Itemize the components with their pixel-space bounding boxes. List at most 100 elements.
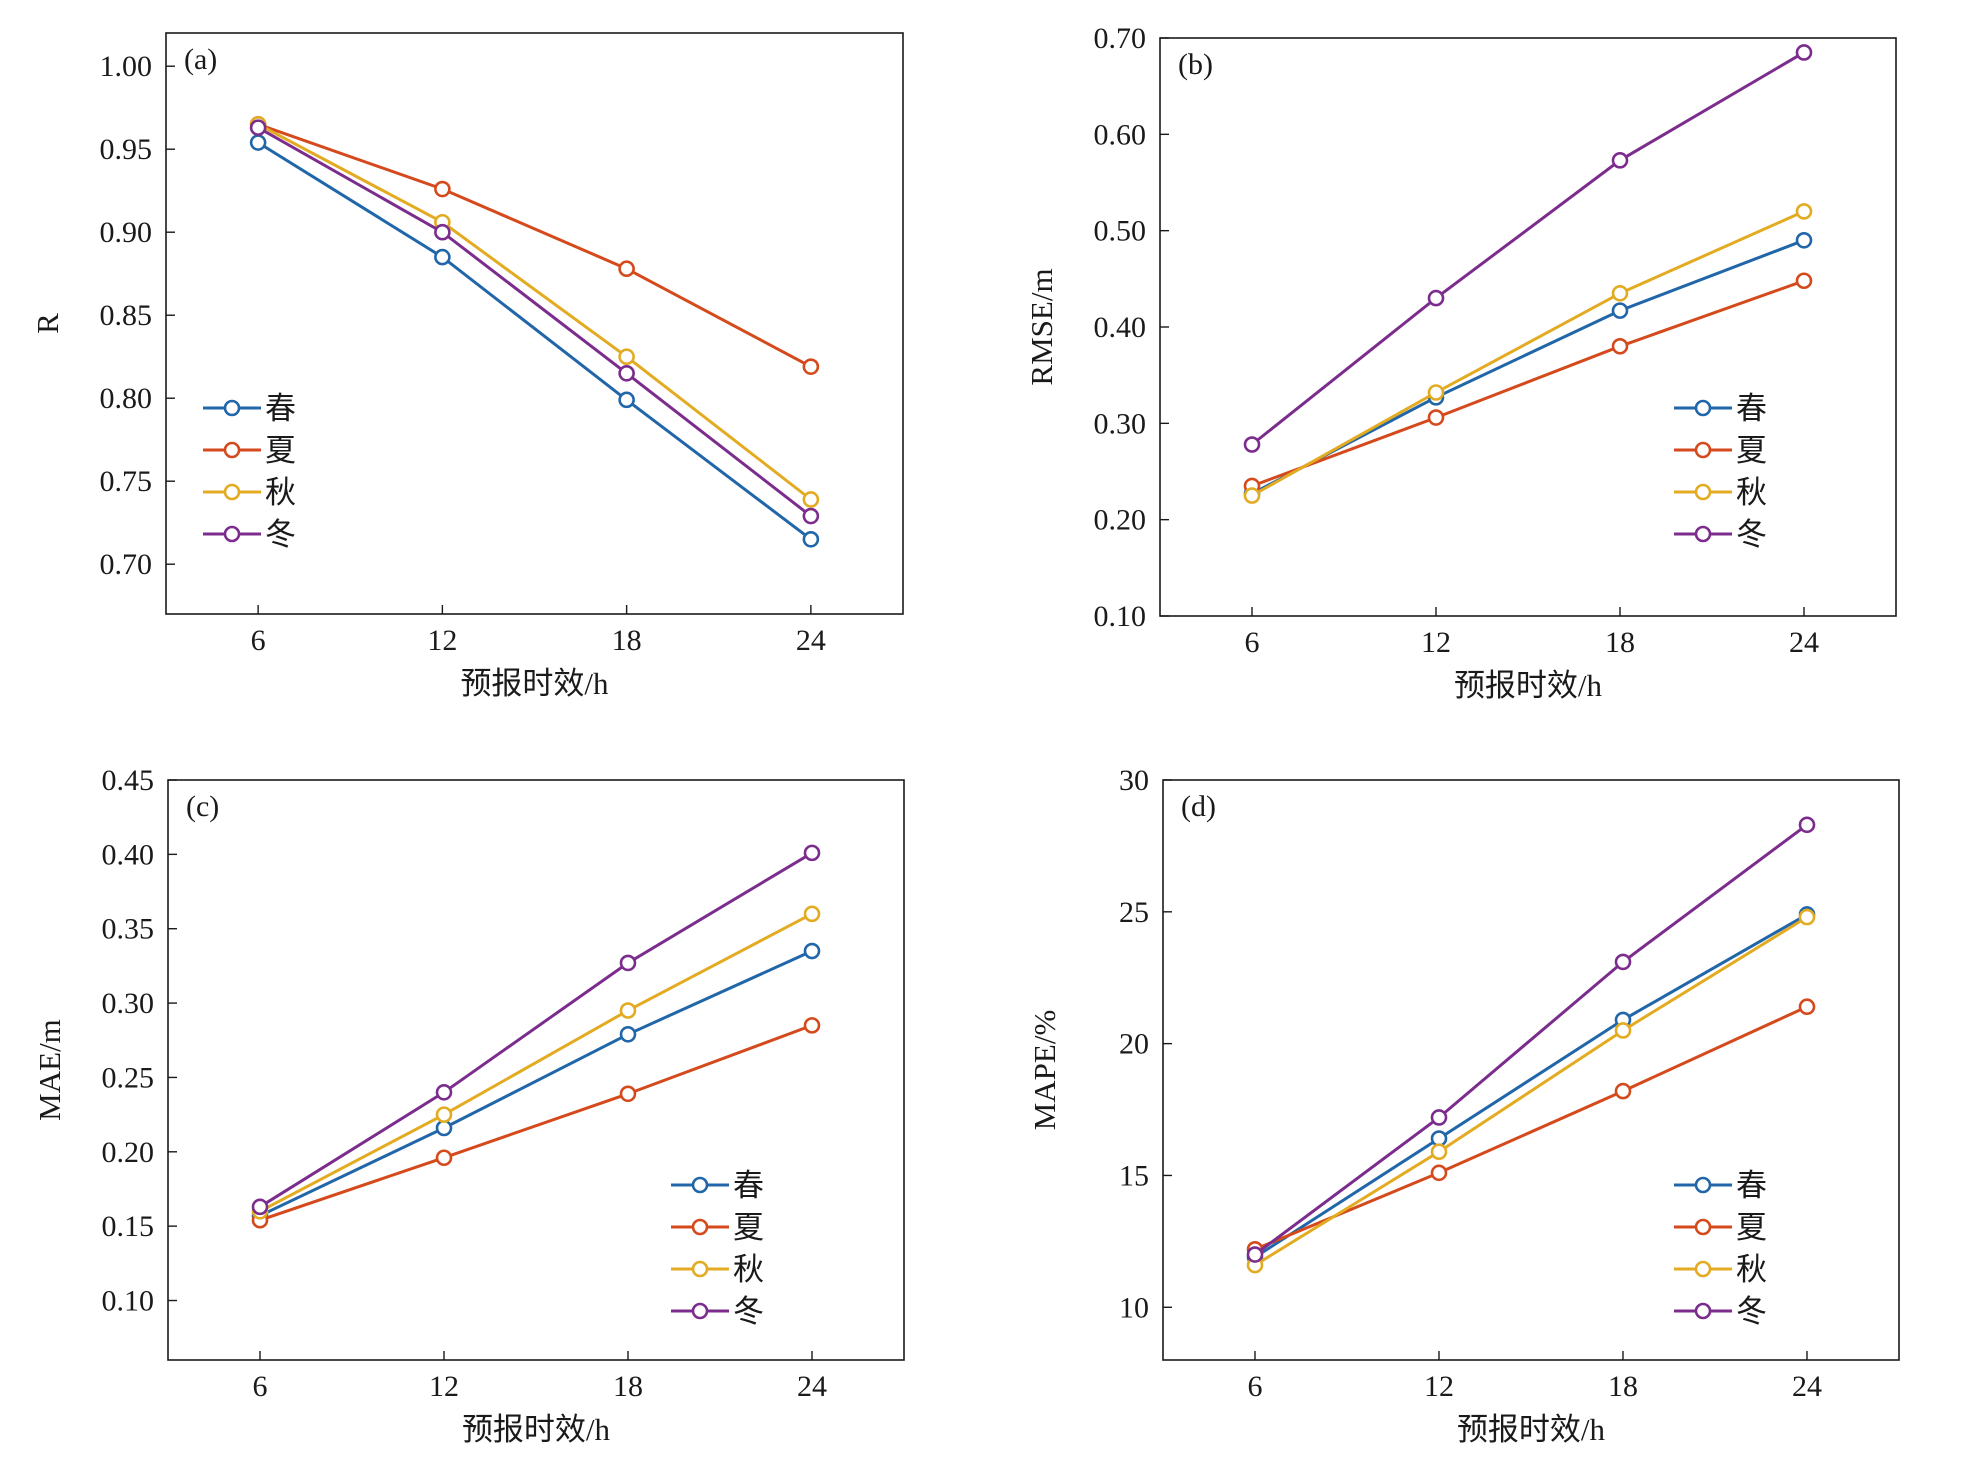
data-point — [802, 530, 820, 548]
legend-marker — [691, 1176, 709, 1194]
x-tick-label: 18 — [613, 1370, 643, 1403]
y-tick-label: 30 — [1119, 764, 1149, 797]
data-point — [619, 1002, 637, 1019]
data-point — [1611, 152, 1629, 169]
data-point — [1243, 487, 1261, 504]
data-point — [619, 1085, 637, 1103]
x-axis-title: 预报时效/h — [462, 1412, 611, 1447]
x-tick-label: 24 — [1789, 626, 1819, 659]
y-tick-label: 0.95 — [100, 133, 153, 166]
y-axis-title: MAPE/% — [1027, 1010, 1062, 1131]
y-tick-label: 0.25 — [102, 1061, 155, 1094]
x-axis-title: 预报时效/h — [1457, 1412, 1606, 1447]
series-line — [1254, 915, 1808, 1267]
x-tick-label: 12 — [1421, 626, 1451, 659]
data-point — [1246, 1246, 1264, 1263]
data-point — [434, 223, 451, 241]
x-axis-title: 预报时效/h — [460, 666, 609, 701]
series-夏 — [249, 116, 820, 375]
series-line — [259, 851, 813, 1209]
chart-panel-3: 0.10 0.15 0.20 0.25 0.30 0.35 0.40 0.45 6 12 18 24 预… — [32, 764, 905, 1447]
data-point — [618, 260, 635, 278]
series-春 — [1243, 232, 1813, 502]
series-line — [1254, 913, 1808, 1259]
panel-label: (d) — [1181, 790, 1216, 823]
data-point — [802, 507, 820, 525]
data-point — [803, 844, 821, 862]
legend-label: 夏 — [1736, 1210, 1767, 1246]
y-tick-label: 0.60 — [1094, 118, 1147, 151]
y-tick-label: 0.10 — [1094, 600, 1147, 633]
data-point — [1614, 953, 1632, 971]
x-tick-label: 18 — [1605, 626, 1635, 659]
legend-marker — [691, 1302, 709, 1320]
legend-label: 秋 — [733, 1252, 764, 1288]
panel-label: (a) — [184, 43, 217, 76]
series-冬 — [249, 119, 820, 525]
legend-label: 秋 — [265, 475, 296, 511]
y-tick-label: 0.10 — [102, 1285, 155, 1318]
y-axis-title: RMSE/m — [1024, 268, 1059, 385]
data-point — [1798, 998, 1816, 1016]
y-tick-label: 20 — [1119, 1028, 1149, 1061]
data-point — [1430, 1143, 1448, 1161]
series-line — [259, 912, 813, 1213]
legend-label: 春 — [733, 1168, 764, 1204]
x-tick-label: 18 — [1608, 1370, 1638, 1403]
legend-label: 冬 — [265, 517, 296, 553]
data-point — [1795, 232, 1813, 249]
series-line — [259, 1023, 813, 1222]
data-point — [619, 1026, 637, 1043]
y-tick-label: 0.70 — [100, 548, 153, 581]
x-tick-label: 6 — [253, 1370, 268, 1403]
data-point — [618, 391, 635, 409]
plot-frame — [1162, 779, 1900, 1361]
y-tick-label: 0.20 — [1094, 504, 1147, 537]
x-tick-label: 12 — [427, 624, 457, 657]
series-冬 — [251, 844, 821, 1216]
series-line — [1251, 51, 1805, 446]
data-point — [1798, 908, 1816, 926]
series-秋 — [249, 116, 820, 508]
data-point — [1614, 1022, 1632, 1039]
y-tick-label: 0.85 — [100, 299, 153, 332]
legend-marker — [1694, 525, 1712, 543]
legend-label: 秋 — [1736, 1252, 1767, 1288]
x-tick-label: 24 — [796, 624, 826, 657]
x-tick-label: 6 — [251, 624, 266, 657]
series-line — [257, 122, 812, 369]
y-tick-label: 0.40 — [1094, 311, 1147, 344]
data-point — [1427, 409, 1445, 426]
x-axis-title: 预报时效/h — [1454, 668, 1603, 703]
chart-panel-2: 0.10 0.20 0.30 0.40 0.50 0.60 0.70 6 12 18 24 预报时效/… — [1024, 22, 1897, 703]
legend-marker — [1694, 1260, 1712, 1278]
legend-marker — [691, 1218, 709, 1236]
series-line — [1254, 1005, 1808, 1251]
y-tick-label: 0.40 — [102, 838, 155, 871]
data-point — [803, 942, 821, 960]
legend-marker — [223, 525, 241, 543]
legend-marker — [223, 399, 241, 417]
x-tick-label: 12 — [429, 1370, 459, 1403]
y-tick-label: 1.00 — [100, 50, 153, 83]
y-tick-label: 0.75 — [100, 465, 153, 498]
data-point — [1611, 284, 1629, 302]
y-tick-label: 0.80 — [100, 382, 153, 415]
legend-marker — [223, 483, 241, 501]
data-point — [1243, 436, 1261, 453]
plot-frame — [1159, 37, 1897, 617]
series-冬 — [1243, 44, 1813, 453]
legend-marker — [223, 441, 241, 459]
legend-label: 冬 — [1736, 517, 1767, 553]
y-tick-label: 0.15 — [102, 1210, 155, 1243]
y-axis-title: MAE/m — [32, 1019, 67, 1121]
series-line — [257, 122, 812, 501]
y-tick-label: 0.45 — [102, 764, 155, 797]
y-axis-title: R — [30, 313, 65, 334]
data-point — [1611, 337, 1629, 355]
series-春 — [249, 134, 820, 548]
